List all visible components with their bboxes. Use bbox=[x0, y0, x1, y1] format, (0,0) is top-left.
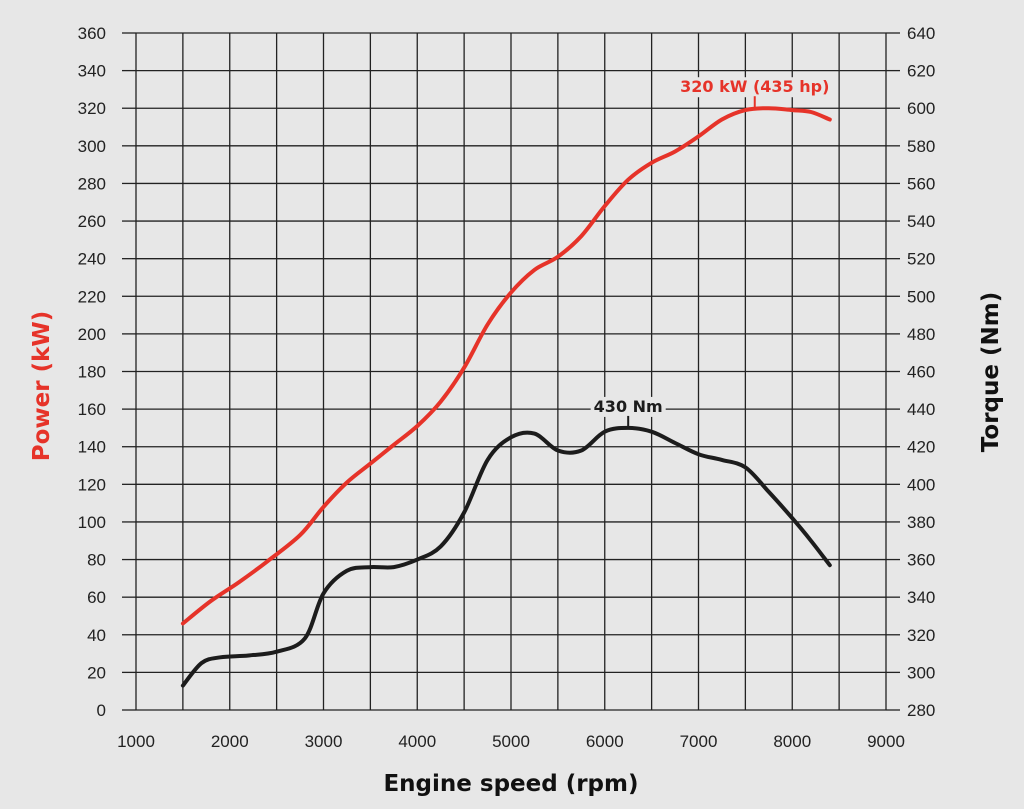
right-tick-label: 480 bbox=[907, 325, 935, 344]
right-tick-label: 580 bbox=[907, 137, 935, 156]
x-tick-label: 2000 bbox=[211, 732, 249, 751]
series-layer bbox=[180, 106, 832, 688]
x-tick-label: 1000 bbox=[117, 732, 155, 751]
left-tick-label: 100 bbox=[78, 513, 106, 532]
annotations: 320 kW (435 hp) 430 Nm bbox=[590, 77, 833, 428]
left-tick-label: 120 bbox=[78, 475, 106, 494]
right-tick-label: 340 bbox=[907, 588, 935, 607]
right-tick-label: 600 bbox=[907, 99, 935, 118]
x-axis-title: Engine speed (rpm) bbox=[383, 771, 638, 797]
right-tick-label: 360 bbox=[907, 551, 935, 570]
power-line bbox=[180, 106, 832, 626]
x-tick-label: 5000 bbox=[492, 732, 530, 751]
right-tick-label: 540 bbox=[907, 212, 935, 231]
right-tick-label: 400 bbox=[907, 475, 935, 494]
x-tick-label: 6000 bbox=[586, 732, 624, 751]
right-axis-title: Torque (Nm) bbox=[978, 292, 1004, 452]
annotation-label: 320 kW (435 hp) bbox=[680, 77, 829, 96]
left-tick-label: 220 bbox=[78, 287, 106, 306]
right-tick-label: 300 bbox=[907, 663, 935, 682]
left-tick-label: 20 bbox=[87, 663, 106, 682]
torque-line bbox=[180, 425, 832, 688]
x-tick-label: 4000 bbox=[398, 732, 436, 751]
right-tick-label: 520 bbox=[907, 250, 935, 269]
right-tick-label: 460 bbox=[907, 363, 935, 382]
grid-lines bbox=[135, 32, 887, 711]
left-tick-label: 320 bbox=[78, 99, 106, 118]
left-axis-ticks: 0 20 40 60 80 100 120 140 160 180 200 220 240 260 280 3… bbox=[78, 24, 136, 720]
left-tick-label: 240 bbox=[78, 250, 106, 269]
left-tick-label: 40 bbox=[87, 626, 106, 645]
left-axis-title: Power (kW) bbox=[29, 311, 55, 462]
x-tick-label: 8000 bbox=[773, 732, 811, 751]
x-tick-label: 3000 bbox=[305, 732, 343, 751]
left-tick-label: 360 bbox=[78, 24, 106, 43]
left-tick-label: 60 bbox=[87, 588, 106, 607]
annotation-background bbox=[590, 396, 666, 417]
right-tick-label: 640 bbox=[907, 24, 935, 43]
x-tick-label: 7000 bbox=[680, 732, 718, 751]
left-tick-label: 180 bbox=[78, 363, 106, 382]
left-tick-label: 160 bbox=[78, 400, 106, 419]
left-tick-label: 280 bbox=[78, 174, 106, 193]
left-tick-label: 200 bbox=[78, 325, 106, 344]
left-tick-label: 80 bbox=[87, 551, 106, 570]
x-tick-label: 9000 bbox=[867, 732, 905, 751]
right-tick-label: 560 bbox=[907, 174, 935, 193]
annotation-label: 430 Nm bbox=[594, 397, 663, 416]
right-tick-label: 500 bbox=[907, 287, 935, 306]
right-tick-label: 320 bbox=[907, 626, 935, 645]
annotation-background bbox=[677, 77, 833, 98]
left-tick-label: 140 bbox=[78, 438, 106, 457]
left-tick-label: 260 bbox=[78, 212, 106, 231]
right-tick-label: 420 bbox=[907, 438, 935, 457]
x-axis-ticks: 1000 2000 3000 4000 5000 6000 7000 8000 9000 bbox=[117, 732, 905, 751]
left-tick-label: 0 bbox=[97, 701, 106, 720]
right-tick-label: 620 bbox=[907, 62, 935, 81]
right-tick-label: 280 bbox=[907, 701, 935, 720]
left-tick-label: 300 bbox=[78, 137, 106, 156]
right-tick-label: 380 bbox=[907, 513, 935, 532]
left-tick-label: 340 bbox=[78, 62, 106, 81]
right-tick-label: 440 bbox=[907, 400, 935, 419]
right-axis-ticks: 280 300 320 340 360 380 400 420 440 460 480 500 520 5… bbox=[886, 24, 935, 720]
